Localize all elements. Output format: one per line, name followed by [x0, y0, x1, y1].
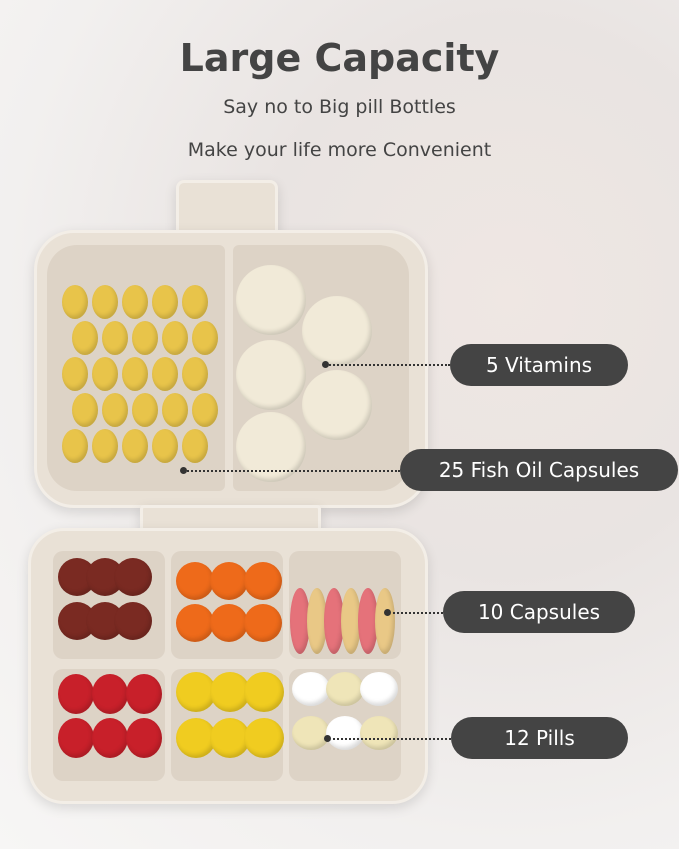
fish-oil-capsule — [62, 285, 88, 319]
fish-oil-capsule — [152, 357, 178, 391]
white-pill — [326, 672, 364, 706]
red-tablet — [126, 718, 162, 758]
subtitle-1: Say no to Big pill Bottles — [223, 96, 456, 118]
capsule — [341, 588, 361, 654]
fish-oil-capsule — [122, 285, 148, 319]
fish-oil-capsule — [192, 321, 218, 355]
leader-line — [388, 612, 443, 614]
vitamin-tablet — [236, 340, 306, 410]
orange-tablet — [176, 604, 214, 642]
white-pill — [360, 716, 398, 750]
fish-oil-capsule — [62, 429, 88, 463]
orange-tablet — [210, 562, 248, 600]
yellow-tablet — [176, 718, 216, 758]
fish-oil-capsule — [92, 429, 118, 463]
vitamin-tablet — [302, 296, 372, 366]
fish-oil-capsule — [162, 321, 188, 355]
leader-line — [326, 364, 450, 366]
brown-tablet — [114, 558, 152, 596]
yellow-tablet — [244, 718, 284, 758]
label-vitamins: 5 Vitamins — [450, 344, 628, 386]
orange-tablet — [244, 562, 282, 600]
orange-tablet — [210, 604, 248, 642]
label-pills: 12 Pills — [451, 717, 628, 759]
capsule — [375, 588, 395, 654]
fish-oil-capsule — [72, 321, 98, 355]
leader-line — [184, 470, 400, 472]
fish-oil-capsule — [152, 285, 178, 319]
red-tablet — [126, 674, 162, 714]
fish-oil-capsule — [92, 285, 118, 319]
white-pill — [292, 716, 330, 750]
fish-oil-capsule — [182, 429, 208, 463]
fish-oil-capsule — [102, 393, 128, 427]
fish-oil-capsule — [152, 429, 178, 463]
yellow-tablet — [176, 672, 216, 712]
fish-oil-capsule — [102, 321, 128, 355]
fish-oil-capsule — [122, 357, 148, 391]
page-title: Large Capacity — [179, 36, 500, 80]
fish-oil-capsule — [132, 321, 158, 355]
yellow-tablet — [210, 718, 250, 758]
label-fish-oil: 25 Fish Oil Capsules — [400, 449, 678, 491]
leader-dot — [322, 361, 329, 368]
leader-dot — [324, 735, 331, 742]
vitamin-tablet — [236, 265, 306, 335]
fish-oil-capsule — [182, 285, 208, 319]
vitamin-tablet — [302, 370, 372, 440]
fish-oil-capsule — [162, 393, 188, 427]
red-tablet — [58, 674, 94, 714]
yellow-tablet — [210, 672, 250, 712]
leader-dot — [180, 467, 187, 474]
capsule — [358, 588, 378, 654]
red-tablet — [92, 674, 128, 714]
label-capsules: 10 Capsules — [443, 591, 635, 633]
fish-oil-capsule — [62, 357, 88, 391]
fish-oil-capsule — [192, 393, 218, 427]
brown-tablet — [114, 602, 152, 640]
fish-oil-capsule — [182, 357, 208, 391]
fish-oil-capsule — [132, 393, 158, 427]
leader-dot — [384, 609, 391, 616]
capsule — [324, 588, 344, 654]
fish-oil-capsule — [72, 393, 98, 427]
fish-oil-capsule — [92, 357, 118, 391]
white-pill — [326, 716, 364, 750]
orange-tablet — [244, 604, 282, 642]
white-pill — [360, 672, 398, 706]
fish-oil-capsule — [122, 429, 148, 463]
leader-line — [328, 738, 451, 740]
white-pill — [292, 672, 330, 706]
orange-tablet — [176, 562, 214, 600]
red-tablet — [92, 718, 128, 758]
red-tablet — [58, 718, 94, 758]
subtitle-2: Make your life more Convenient — [187, 139, 492, 161]
capsule — [307, 588, 327, 654]
yellow-tablet — [244, 672, 284, 712]
capsule — [290, 588, 310, 654]
